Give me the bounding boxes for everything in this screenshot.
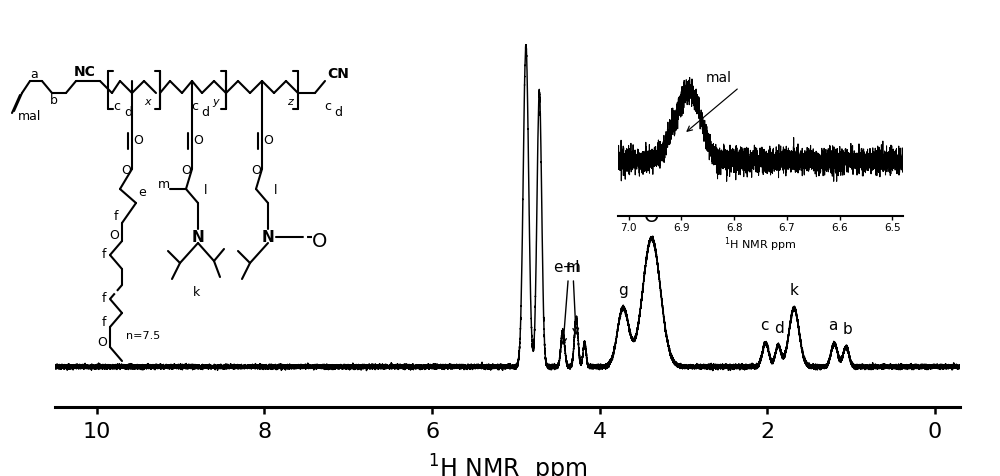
Text: O: O [133, 133, 143, 146]
Text: f: f [114, 209, 118, 222]
Text: O: O [181, 163, 191, 176]
Text: g: g [618, 282, 628, 297]
Text: b: b [50, 93, 58, 106]
Text: O: O [109, 229, 119, 242]
Text: l: l [204, 183, 208, 196]
Text: f: f [102, 291, 106, 304]
Text: c: c [761, 317, 769, 332]
Text: e+l: e+l [553, 259, 579, 274]
Text: a: a [30, 68, 38, 80]
Text: l: l [274, 183, 278, 196]
Text: N: N [192, 230, 204, 245]
Text: b: b [843, 321, 853, 336]
Text: c: c [192, 99, 198, 112]
Text: z: z [287, 97, 293, 107]
Text: d: d [774, 320, 784, 335]
Text: c: c [324, 99, 332, 112]
Text: d: d [334, 105, 342, 118]
X-axis label: $^1$H NMR ppm: $^1$H NMR ppm [724, 235, 797, 253]
Text: m: m [565, 259, 580, 274]
Text: O: O [312, 232, 328, 251]
Text: O: O [193, 133, 203, 146]
Text: d: d [201, 105, 209, 118]
Text: d: d [124, 105, 132, 118]
Text: k: k [790, 282, 799, 297]
Text: m: m [158, 177, 170, 190]
Text: x: x [145, 97, 151, 107]
Text: f: f [102, 315, 106, 328]
Text: f: f [102, 247, 106, 260]
Text: c: c [114, 99, 120, 112]
Text: CN: CN [327, 67, 349, 81]
Text: O: O [251, 163, 261, 176]
Text: e: e [138, 185, 146, 198]
Text: k: k [192, 285, 200, 298]
Text: mal: mal [705, 70, 731, 84]
Text: n=7.5: n=7.5 [126, 330, 160, 340]
Text: N: N [262, 230, 274, 245]
Text: a: a [828, 317, 837, 333]
Text: y: y [213, 97, 219, 107]
Text: O: O [121, 163, 131, 176]
Text: O: O [644, 206, 659, 225]
X-axis label: $^1$H NMR  ppm: $^1$H NMR ppm [428, 452, 587, 476]
Text: O: O [97, 335, 107, 348]
Text: O: O [263, 133, 273, 146]
Text: NC: NC [74, 65, 96, 79]
Text: mal: mal [18, 109, 41, 122]
